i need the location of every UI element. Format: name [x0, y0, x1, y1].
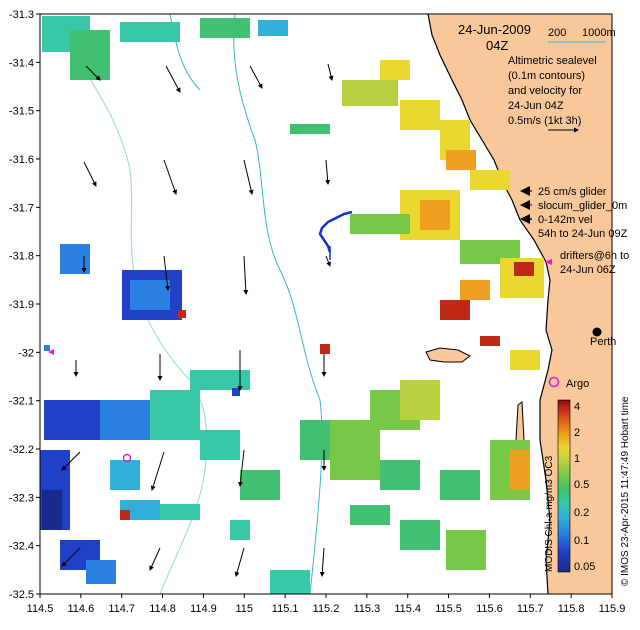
- glider-line-4: 54h to 24-Jun 09Z: [538, 228, 628, 240]
- coastline: [427, 14, 553, 594]
- y-tick-label: -31.4: [9, 57, 34, 69]
- x-tick-label: 115.4: [394, 603, 421, 615]
- title-date: 24-Jun-2009: [458, 22, 531, 37]
- colorbar-tick-1: 1: [574, 453, 580, 465]
- y-tick-label: -31.8: [9, 251, 34, 263]
- credit-label: © IMOS 23-Apr-2015 11:47:49 Hobart time: [620, 396, 631, 586]
- x-tick-label: 115: [236, 603, 254, 615]
- title-hour: 04Z: [486, 38, 508, 53]
- drifter-marker: [48, 349, 54, 355]
- x-tick-label: 115.8: [558, 603, 585, 615]
- drifter-legend-marker: [544, 259, 552, 265]
- drifter-line-1: drifters@6h to: [560, 250, 629, 262]
- perth-marker: [592, 327, 602, 337]
- x-tick-label: 115.6: [476, 603, 503, 615]
- y-tick-label: -32.1: [9, 396, 34, 408]
- colorbar-tick-0.05: 0.05: [574, 561, 595, 573]
- x-tick-label: 114.5: [27, 603, 54, 615]
- colorbar-label: MODIS Chl-a mg/m3 OC3: [544, 455, 555, 572]
- glider-legend: 25 cm/s glider slocum_glider_0m 0-142m v…: [520, 186, 628, 240]
- depth-legend-200: 200: [548, 27, 566, 39]
- x-tick-label: 115.7: [517, 603, 544, 615]
- depth-contour-200: [59, 29, 208, 594]
- drifters-legend: drifters@6h to 24-Jun 06Z: [544, 250, 629, 276]
- colorbar-gradient: [557, 399, 571, 573]
- x-tick-label: 115.9: [599, 603, 626, 615]
- x-tick-label: 115.5: [435, 603, 462, 615]
- y-tick-label: -31.7: [9, 202, 34, 214]
- argo-label: Argo: [566, 378, 589, 390]
- x-tick-label: 114.7: [108, 603, 135, 615]
- y-tick-label: -32.3: [9, 492, 34, 504]
- x-tick-label: 115.3: [353, 603, 380, 615]
- y-tick-label: -32: [18, 347, 34, 359]
- depth-legend-1000: 1000m: [582, 27, 616, 39]
- alt-line-2: (0.1m contours): [508, 70, 585, 82]
- argo-marker: [548, 376, 560, 388]
- argo-marker-offshore: [122, 453, 132, 463]
- glider-track: [318, 210, 353, 253]
- drifter-line-2: 24-Jun 06Z: [560, 264, 616, 276]
- colorbar-tick-4: 4: [574, 401, 580, 413]
- y-tick-label: -31.5: [9, 106, 34, 118]
- alt-line-5: 0.5m/s (1kt 3h): [508, 115, 581, 127]
- perth-label: Perth: [590, 336, 616, 348]
- y-tick-label: -31.3: [9, 9, 34, 21]
- x-tick-label: 114.9: [190, 603, 217, 615]
- alt-line-3: and velocity for: [508, 85, 582, 97]
- y-axis: -31.3 -31.4 -31.5 -31.6 -31.7 -31.8 -31.9 -32 -3…: [9, 9, 40, 601]
- glider-line-1: 25 cm/s glider: [538, 186, 607, 198]
- y-tick-label: -31.6: [9, 154, 34, 166]
- colorbar-tick-0.1: 0.1: [574, 535, 589, 547]
- y-tick-label: -31.9: [9, 299, 34, 311]
- glider-line-3: 0-142m vel: [538, 214, 592, 226]
- rottnest-island: [425, 347, 471, 363]
- x-tick-label: 114.6: [67, 603, 94, 615]
- alt-line-1: Altimetric sealevel: [508, 55, 597, 67]
- depth-contour-1000b: [169, 14, 201, 91]
- chlorophyll-patches: [40, 16, 544, 594]
- alt-line-4: 24-Jun 04Z: [508, 100, 564, 112]
- y-tick-label: -32.5: [9, 589, 34, 601]
- glider-line-2: slocum_glider_0m: [538, 200, 627, 212]
- x-tick-label: 114.8: [149, 603, 176, 615]
- y-tick-label: -32.2: [9, 444, 34, 456]
- colorbar: 4 2 1 0.5 0.2 0.1 0.05 MODIS Chl-a mg/m3…: [544, 399, 595, 573]
- colorbar-tick-0.2: 0.2: [574, 507, 589, 519]
- velocity-arrows: [61, 63, 334, 577]
- colorbar-tick-0.5: 0.5: [574, 479, 589, 491]
- x-axis: 114.5 114.6 114.7 114.8 114.9 115 115.1 115.2 11…: [27, 594, 626, 615]
- altimetry-legend: Altimetric sealevel (0.1m contours) and …: [508, 55, 597, 127]
- y-tick-label: -32.4: [9, 541, 34, 553]
- x-tick-label: 115.1: [272, 603, 299, 615]
- colorbar-tick-2: 2: [574, 427, 580, 439]
- x-tick-label: 115.2: [313, 603, 340, 615]
